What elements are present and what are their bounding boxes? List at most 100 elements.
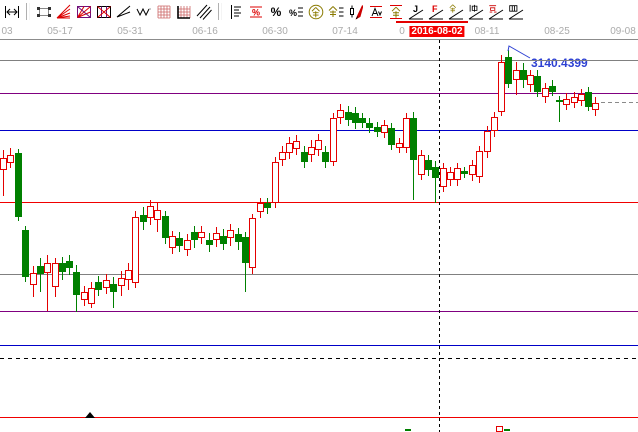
gann-fan-icon[interactable] [54, 2, 74, 21]
gold-circle-icon[interactable] [306, 2, 326, 21]
ying-angle-icon[interactable] [486, 2, 506, 21]
candle-body-up [293, 141, 300, 149]
candle-body-up [257, 203, 264, 212]
candle-body-up [527, 75, 534, 85]
candle-body-up [125, 270, 132, 280]
candle-body-up [154, 210, 161, 220]
candle-body-up [469, 165, 476, 175]
date-tick-highlighted: 2016-08-02 [409, 26, 465, 37]
candle-body-up [44, 263, 51, 273]
candle-body-down [366, 123, 373, 128]
grid-axes-icon[interactable] [174, 2, 194, 21]
annotation-pointer-line [507, 45, 531, 59]
date-tick: 07-14 [332, 26, 358, 37]
speed-resistance-box-icon[interactable] [74, 2, 94, 21]
candle-body-down [585, 92, 592, 107]
candle-body-up [498, 62, 505, 112]
measure-width-icon[interactable] [2, 2, 22, 21]
candle-body-down [549, 86, 556, 92]
candle-body-down [37, 266, 44, 274]
candle-wick [47, 255, 48, 311]
candle-body-up [308, 147, 315, 155]
f-angle-icon[interactable]: F [426, 2, 446, 21]
candle-body-down [191, 232, 198, 240]
candle-body-down [359, 118, 366, 123]
horizontal-level-line[interactable] [0, 130, 638, 131]
candle-body-down [15, 153, 22, 217]
bottom-stub-dash [405, 429, 411, 431]
j-angle-icon[interactable]: J [406, 2, 426, 21]
candle-body-up [563, 99, 570, 105]
candle-body-up [52, 263, 59, 287]
percent-icon[interactable]: % [266, 2, 286, 21]
horizontal-level-line[interactable] [0, 93, 638, 94]
candle-body-down [140, 215, 147, 222]
candle-body-down [352, 113, 359, 123]
candle-body-up [88, 288, 95, 304]
zigzag-wave-icon[interactable] [134, 2, 154, 21]
candle-body-down [95, 282, 102, 290]
horizontal-level-line[interactable] [0, 60, 638, 61]
select-rect-icon[interactable] [34, 2, 54, 21]
candle-body-up [476, 151, 483, 177]
candle-body-up [103, 280, 110, 288]
candle-body-up [227, 230, 234, 238]
parallel-channel-icon[interactable] [194, 2, 214, 21]
date-tick: 06-16 [192, 26, 218, 37]
candle-body-up [30, 273, 37, 285]
percent-ruler-icon[interactable]: % [246, 2, 266, 21]
candle-body-down [264, 203, 271, 208]
candle-body-up [592, 103, 599, 110]
date-tick: 03 [1, 26, 13, 37]
candle-brush-icon[interactable] [346, 2, 366, 21]
date-axis: 03 05-17 05-31 06-16 06-30 07-14 0 2016-08-02 08… [0, 23, 638, 40]
candle-body-up [330, 118, 337, 162]
svg-text:%: % [289, 8, 297, 18]
gold-band-icon[interactable] [386, 2, 406, 21]
candle-body-up [315, 140, 322, 150]
candle-body-down [410, 118, 417, 160]
candle-body-up [213, 233, 220, 240]
candle-body-down [425, 160, 432, 170]
drawing-toolbar: %%% J F [0, 0, 638, 23]
trend-angle-lines-icon[interactable] [114, 2, 134, 21]
gold-levels-icon[interactable] [326, 2, 346, 21]
candle-body-up [491, 117, 498, 131]
svg-text:%: % [252, 7, 260, 17]
bottom-stub-dash [504, 429, 510, 431]
horizontal-level-line[interactable] [0, 345, 638, 346]
gold-angle-icon[interactable] [446, 2, 466, 21]
si-angle-icon[interactable] [506, 2, 526, 21]
percent-levels-icon[interactable]: % [286, 2, 306, 21]
candle-body-up [542, 88, 549, 97]
price-scale-list-icon[interactable] [226, 2, 246, 21]
candle-body-up [279, 152, 286, 160]
candle-body-down [388, 128, 395, 145]
svg-text:%: % [271, 5, 282, 19]
candle-body-down [162, 216, 169, 238]
price-annotation-label: 3140.4399 [531, 56, 588, 70]
candle-body-down [432, 167, 439, 178]
candle-body-up [118, 278, 125, 286]
candle-body-up [249, 218, 256, 268]
svg-text:F: F [432, 4, 438, 14]
candle-body-up [403, 118, 410, 148]
candle-body-up [381, 125, 388, 133]
golden-section-icon[interactable] [366, 2, 386, 21]
vertical-cursor-line[interactable] [439, 40, 440, 432]
horizontal-level-line[interactable] [0, 202, 638, 203]
horizontal-level-line[interactable] [0, 274, 638, 275]
grid-icon[interactable] [154, 2, 174, 21]
horizontal-level-line[interactable] [0, 311, 638, 312]
speed-resistance-box2-icon[interactable] [94, 2, 114, 21]
horizontal-level-line[interactable] [0, 417, 638, 418]
candle-body-down [110, 284, 117, 292]
shen-angle-icon[interactable] [466, 2, 486, 21]
horizontal-level-line[interactable] [0, 358, 638, 359]
candle-body-up [513, 70, 520, 80]
price-extension-line [601, 102, 638, 103]
candle-body-up [184, 240, 191, 250]
candle-body-down [220, 236, 227, 244]
